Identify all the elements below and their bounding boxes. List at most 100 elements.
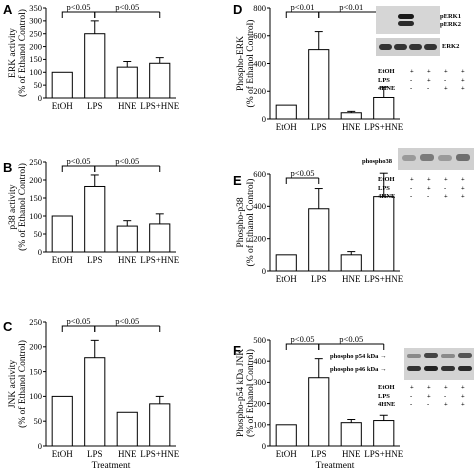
blot-f-band-p54-1 bbox=[407, 354, 421, 358]
blot-f-band-p54-2 bbox=[424, 353, 438, 358]
panel-a-pvalue-0: p<0.05 bbox=[67, 2, 91, 12]
blot-f-sign-0-1: + bbox=[427, 384, 431, 391]
panel-d-pvalue-0: p<0.01 bbox=[291, 2, 315, 12]
panel-d-pvalue-1: p<0.01 bbox=[339, 2, 363, 12]
panel-f-ylabel-line2: (% of Ethanol Control) bbox=[245, 349, 256, 437]
panel-a-y-tick-label-7: 350 bbox=[29, 3, 42, 13]
blot-e-condition-label-0: EtOH bbox=[378, 176, 395, 183]
panel-b-letter: B bbox=[3, 160, 12, 175]
panel-a-y-tick-label-3: 150 bbox=[29, 54, 42, 64]
panel-f-pvalue-1: p<0.05 bbox=[339, 334, 363, 344]
panel-c-ylabel-line1: JNK activity bbox=[8, 360, 18, 409]
panel-f-bar-0 bbox=[275, 424, 297, 447]
blot-d-sign-2-1: - bbox=[427, 85, 430, 92]
blot-f-condition-label-1: LPS bbox=[378, 392, 390, 400]
blot-f-sign-1-2: - bbox=[444, 392, 447, 400]
blot-d-band-erk2-4 bbox=[424, 44, 437, 50]
blot-d-band-perk2 bbox=[398, 21, 414, 26]
panel-a-ylabel-line2: (% of Ethanol Control) bbox=[17, 9, 28, 97]
panel-b-y-tick-label-1: 50 bbox=[34, 229, 43, 239]
blot-e-band-3 bbox=[438, 155, 452, 161]
panel-b-category-label-1: LPS bbox=[87, 255, 103, 265]
panel-d-letter: D bbox=[233, 2, 242, 17]
panel-f-y-tick-label-2: 200 bbox=[253, 398, 266, 408]
panel-e-category-label-2: HNE bbox=[342, 274, 361, 284]
panel-f-y-tick-label-1: 100 bbox=[253, 420, 266, 430]
blot-d-sign-1-2: - bbox=[444, 76, 447, 84]
panel-a-y-tick-label-0: 0 bbox=[38, 93, 42, 103]
blot-d-sign-1-1: + bbox=[427, 76, 431, 84]
blot-f-band-p54-4 bbox=[458, 353, 472, 358]
panel-c-category-label-1: LPS bbox=[87, 449, 103, 459]
blot-f-label-p46: phospho p46 kDa → bbox=[330, 366, 387, 373]
panel-c-bar-2 bbox=[116, 411, 138, 447]
blot-f-sign-0-0: + bbox=[410, 384, 414, 391]
panel-f-category-label-0: EtOH bbox=[276, 449, 297, 459]
panel-c-bracket-0 bbox=[61, 325, 95, 332]
panel-a-bracket-0 bbox=[61, 11, 95, 18]
panel-c-ylabel-line2: (% of Ethanol Control) bbox=[17, 340, 28, 428]
blot-d-membrane-bottom bbox=[376, 38, 440, 56]
panel-b-category-label-2: HNE bbox=[118, 255, 137, 265]
panel-b-bracket-0 bbox=[61, 165, 95, 172]
panel-c-y-tick-label-3: 150 bbox=[29, 366, 42, 376]
panel-f-y-tick-label-3: 300 bbox=[253, 377, 266, 387]
panel-d-y-tick-label-1: 200 bbox=[253, 86, 266, 96]
panel-c-xlabel: Treatment bbox=[92, 461, 131, 470]
panel-e-bar-2 bbox=[340, 254, 362, 272]
blot-f: phospho p54 kDa → phospho p46 kDa → bbox=[330, 348, 474, 382]
blot-f-band-p46-1 bbox=[407, 366, 421, 371]
panel-d-bar-1 bbox=[308, 49, 330, 120]
panel-f-bar-3 bbox=[373, 420, 395, 447]
panel-b-bracket-1 bbox=[94, 165, 160, 172]
panel-e-bar-3 bbox=[373, 196, 395, 272]
blot-d-sign-1-0: - bbox=[410, 76, 413, 84]
blot-e-band-1 bbox=[402, 155, 416, 161]
panel-e-category-label-1: LPS bbox=[311, 274, 327, 284]
panel-e-category-label-0: EtOH bbox=[276, 274, 297, 284]
panel-a-bar-0 bbox=[51, 71, 73, 99]
blot-f-sign-1-3: + bbox=[461, 392, 465, 400]
panel-a-category-label-1: LPS bbox=[87, 101, 103, 111]
panel-b-y-tick-label-3: 150 bbox=[29, 193, 42, 203]
blot-d-sign-0-1: + bbox=[427, 68, 431, 75]
panel-d-bracket-0 bbox=[285, 11, 319, 18]
blot-e-band-2 bbox=[420, 154, 434, 161]
panel-f-xlabel: Treatment bbox=[316, 461, 355, 470]
panel-a-y-tick-label-1: 50 bbox=[34, 80, 43, 90]
blot-f-conditions: EtOH + + + + LPS - + - +4HNE - - + + bbox=[378, 384, 474, 412]
panel-b-ylabel-line1: p38 activity bbox=[8, 184, 18, 229]
blot-f-band-p54-3 bbox=[441, 354, 455, 358]
panel-a-category-label-0: EtOH bbox=[52, 101, 73, 111]
panel-e-y-tick-label-3: 600 bbox=[253, 169, 266, 179]
blot-d-sign-0-0: + bbox=[410, 68, 414, 75]
panel-a-ylabel-line1: ERK activity bbox=[8, 28, 18, 78]
panel-a-bar-1 bbox=[84, 33, 106, 99]
panel-c-bar-1 bbox=[84, 357, 106, 447]
panel-b-bar-2 bbox=[116, 225, 138, 253]
blot-e-sign-0-1: + bbox=[427, 176, 431, 183]
panel-a-pvalue-1: p<0.05 bbox=[115, 2, 139, 12]
blot-d-band-perk1 bbox=[398, 14, 414, 19]
panel-c-category-label-3: LPS+HNE bbox=[140, 449, 180, 459]
panel-d-y-tick-label-4: 800 bbox=[253, 3, 266, 13]
blot-f-condition-label-0: EtOH bbox=[378, 384, 395, 391]
panel-e-ylabel-line1: Phospho-p38 bbox=[236, 197, 246, 247]
panel-b-category-label-3: LPS+HNE bbox=[140, 255, 180, 265]
panel-a-y-tick-label-5: 250 bbox=[29, 29, 42, 39]
panel-f-bracket-1 bbox=[318, 343, 384, 350]
panel-c-letter: C bbox=[3, 319, 13, 334]
panel-a-letter: A bbox=[3, 2, 13, 17]
blot-f-sign-2-2: + bbox=[444, 401, 448, 408]
blot-d-sign-0-3: + bbox=[461, 68, 465, 75]
panel-e-letter: E bbox=[233, 173, 242, 188]
blot-f-band-p46-3 bbox=[441, 366, 455, 371]
blot-e-sign-1-2: - bbox=[444, 184, 447, 192]
panel-c-bar-0 bbox=[51, 395, 73, 447]
blot-d-condition-label-2: 4HNE bbox=[378, 85, 396, 92]
panel-d-category-label-3: LPS+HNE bbox=[364, 122, 404, 132]
panel-c-y-tick-label-2: 100 bbox=[29, 391, 42, 401]
